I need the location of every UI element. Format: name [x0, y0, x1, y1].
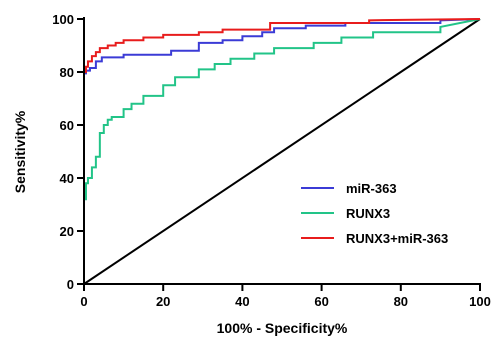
axes [77, 17, 481, 291]
x-tick-label: 40 [235, 294, 249, 309]
y-tick-label: 100 [52, 12, 74, 27]
y-tick-label: 60 [60, 118, 74, 133]
x-tick-label: 100 [469, 294, 491, 309]
x-tick-label: 0 [80, 294, 87, 309]
x-tick-label: 60 [314, 294, 328, 309]
x-axis-title: 100% - Specificity% [217, 320, 348, 336]
x-tick-label: 80 [394, 294, 408, 309]
series-line-runx3-mir-363 [83, 18, 481, 284]
x-tick-label: 20 [156, 294, 170, 309]
plot-area [83, 18, 481, 285]
series-line-mir-363 [83, 18, 481, 284]
y-tick-label: 40 [60, 171, 74, 186]
series-line-runx3 [83, 18, 481, 284]
y-axis-title: Sensitivity% [12, 110, 28, 193]
legend-label: RUNX3+miR-363 [346, 231, 448, 246]
legend: miR-363 RUNX3 RUNX3+miR-363 [301, 181, 448, 246]
legend-label: miR-363 [346, 181, 397, 196]
y-tick-label: 20 [60, 224, 74, 239]
y-tick-label: 0 [67, 277, 74, 292]
legend-label: RUNX3 [346, 206, 390, 221]
ticks: 0 20 40 60 80 100 0 20 40 60 80 100 [52, 12, 491, 309]
y-tick-label: 80 [60, 65, 74, 80]
reference-diagonal-line [83, 18, 481, 285]
